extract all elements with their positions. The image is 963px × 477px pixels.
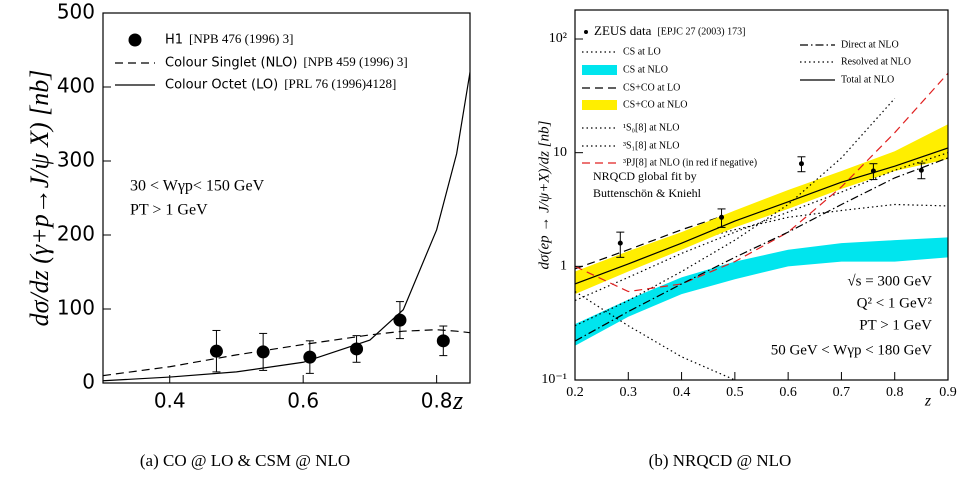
chart: 0.2 0.3 0.4 0.5 0.6 0.7 0.8 0.9 10⁻¹ 1 10 10² z dσ(ep…	[536, 9, 957, 470]
curve	[103, 72, 470, 382]
x-tick-label: 0.6	[779, 385, 797, 400]
x-tick-label: 0.6	[287, 389, 319, 413]
data-point	[436, 334, 450, 348]
data-point	[209, 344, 223, 358]
legend-marker	[584, 30, 588, 34]
data-point	[719, 214, 725, 220]
y-tick-label: 200	[57, 222, 95, 246]
y-tick-label: 300	[57, 148, 95, 172]
y-tick-label: 0	[82, 370, 95, 394]
annotation: 50 GeV < Wγp < 180 GeV	[771, 342, 932, 358]
legend-reference: [NPB 476 (1996) 3]	[189, 31, 293, 46]
annotation: Q² < 1 GeV²	[857, 295, 933, 311]
legend-swatch	[582, 100, 617, 110]
data-point	[617, 240, 623, 246]
curve	[575, 147, 948, 285]
y-tick-label: 10²	[549, 31, 567, 46]
legend-reference: [EPJC 27 (2003) 173]	[657, 26, 745, 37]
y-axis-label: dσ/dz (γ+p→J/ψ X) [nb]	[25, 70, 54, 327]
x-tick-label: 0.2	[566, 385, 584, 400]
curve	[103, 329, 470, 377]
legend-label: Direct at NLO	[841, 39, 899, 50]
x-axis-label: z	[452, 386, 463, 415]
data-point	[256, 345, 270, 359]
curve	[575, 203, 948, 278]
legend-label: CS at LO	[623, 46, 661, 57]
annotation: PT > 1 GeV	[859, 317, 932, 333]
curve	[575, 98, 896, 327]
legend-reference: [NPB 459 (1996) 3]	[303, 54, 407, 69]
x-tick-label: 0.9	[939, 385, 957, 400]
annotation: NRQCD global fit by	[593, 169, 697, 183]
annotation: 30 < Wγp< 150 GeV	[130, 178, 265, 195]
legend-label: ³PJ[8] at NLO (in red if negative)	[623, 157, 757, 168]
y-tick-label: 10⁻¹	[541, 372, 567, 387]
caption: (b) NRQCD @ NLO	[649, 451, 792, 470]
chart: 0.4 0.6 0.8 0 100 200 300 400 500 z dσ/dz (γ+p→J/ψ…	[25, 0, 471, 470]
plot-area	[575, 72, 948, 380]
x-tick-label: 0.8	[886, 385, 904, 400]
caption: (a) CO @ LO & CSM @ NLO	[140, 451, 350, 470]
legend-label: Colour Singlet (NLO)	[165, 56, 297, 71]
data-point	[393, 313, 407, 327]
y-tick-label: 10	[553, 145, 567, 160]
annotation: √s = 300 GeV	[847, 273, 932, 289]
legend-label: CS+CO at LO	[623, 82, 680, 93]
band	[575, 124, 948, 295]
y-tick-label: 1	[560, 259, 567, 274]
plot-frame	[574, 9, 949, 381]
legend-label: Resolved at NLO	[841, 56, 911, 67]
legend-label: Colour Octet (LO)	[165, 78, 278, 93]
x-tick-label: 0.5	[726, 385, 744, 400]
legend-marker	[128, 33, 142, 47]
data-point	[350, 342, 364, 356]
y-axis-label: dσ(ep → J/ψ+X)/dz [nb]	[536, 120, 552, 269]
annotation: Buttenschön & Kniehl	[593, 186, 702, 200]
y-tick-label: 100	[57, 296, 95, 320]
legend-label: CS+CO at NLO	[623, 99, 688, 110]
data-point	[870, 168, 876, 174]
plot-area	[103, 72, 470, 382]
legend-label: ZEUS data	[594, 23, 652, 38]
curve	[575, 72, 948, 293]
curve	[575, 291, 736, 380]
plot-frame	[102, 12, 471, 384]
x-axis-label: z	[924, 393, 932, 410]
data-point	[918, 167, 924, 173]
x-tick-label: 0.4	[154, 389, 186, 413]
x-tick-label: 0.8	[421, 389, 453, 413]
legend-label: ¹S₀[8] at NLO	[623, 122, 679, 133]
band	[575, 237, 948, 346]
data-point	[303, 350, 317, 364]
legend-label: Total at NLO	[841, 74, 894, 85]
annotation: PT > 1 GeV	[130, 202, 208, 219]
legend-swatch	[582, 65, 617, 75]
y-tick-label: 400	[57, 74, 95, 98]
legend-label: CS at NLO	[623, 64, 668, 75]
legend-label: H1	[165, 33, 183, 48]
x-tick-label: 0.3	[620, 385, 638, 400]
x-tick-label: 0.7	[833, 385, 851, 400]
legend-reference: [PRL 76 (1996)4128]	[284, 76, 396, 91]
curve	[575, 152, 948, 302]
legend-label: ³S₁[8] at NLO	[623, 140, 679, 151]
data-point	[798, 161, 804, 167]
x-tick-label: 0.4	[673, 385, 691, 400]
y-tick-label: 500	[57, 0, 95, 24]
